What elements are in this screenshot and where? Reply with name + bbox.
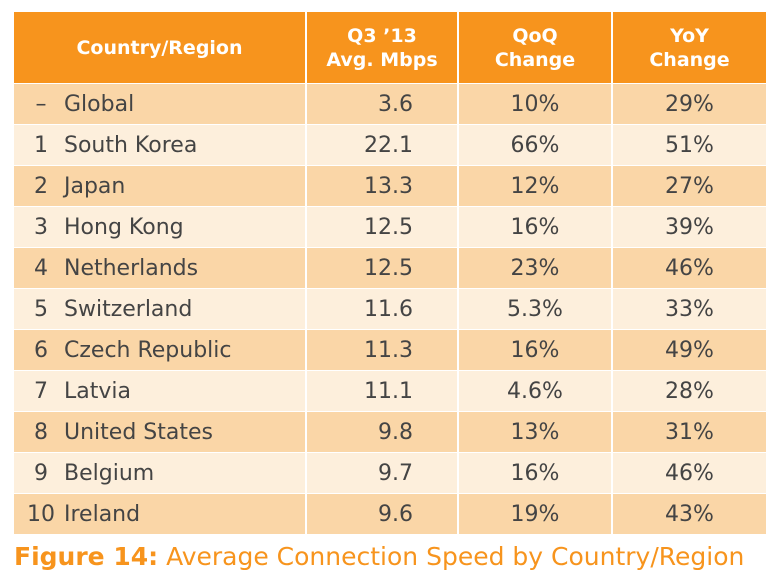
row-country: South Korea xyxy=(64,132,198,158)
header-qoq-line1: QoQ xyxy=(512,24,558,47)
cell-avg-speed: 12.5 xyxy=(305,247,458,289)
cell-qoq-change: 5.3% xyxy=(457,288,612,330)
cell-qoq-change: 66% xyxy=(457,124,612,166)
row-country: United States xyxy=(64,419,213,445)
table-row: 9 Belgium 9.7 16% 46% xyxy=(14,452,766,494)
cell-yoy-change: 33% xyxy=(611,288,766,330)
cell-yoy-change: 46% xyxy=(611,452,766,494)
header-qoq: QoQ Change xyxy=(457,12,612,84)
row-country: Ireland xyxy=(64,501,141,527)
table-row: 2 Japan 13.3 12% 27% xyxy=(14,165,766,207)
cell-country: 4 Netherlands xyxy=(14,247,306,289)
row-rank: 2 xyxy=(34,173,48,199)
cell-avg-speed: 11.6 xyxy=(305,288,458,330)
cell-yoy-change: 46% xyxy=(611,247,766,289)
header-country-label: Country/Region xyxy=(76,36,243,59)
row-country: Netherlands xyxy=(64,255,199,281)
row-rank: 5 xyxy=(34,296,48,322)
row-rank: – xyxy=(35,91,47,117)
header-speed-line2: Avg. Mbps xyxy=(326,48,438,71)
cell-qoq-change: 10% xyxy=(457,83,612,125)
row-country: Belgium xyxy=(64,460,155,486)
row-rank: 7 xyxy=(34,378,48,404)
cell-yoy-change: 27% xyxy=(611,165,766,207)
cell-qoq-change: 4.6% xyxy=(457,370,612,412)
cell-avg-speed: 11.1 xyxy=(305,370,458,412)
header-country: Country/Region xyxy=(14,12,306,84)
cell-qoq-change: 12% xyxy=(457,165,612,207)
row-rank: 3 xyxy=(34,214,48,240)
cell-qoq-change: 13% xyxy=(457,411,612,453)
row-rank: 8 xyxy=(34,419,48,445)
cell-avg-speed: 9.6 xyxy=(305,493,458,534)
cell-country: 7 Latvia xyxy=(14,370,306,412)
row-country: Hong Kong xyxy=(64,214,184,240)
header-yoy-line1: YoY xyxy=(670,24,709,47)
cell-avg-speed: 13.3 xyxy=(305,165,458,207)
cell-yoy-change: 31% xyxy=(611,411,766,453)
cell-yoy-change: 39% xyxy=(611,206,766,248)
cell-avg-speed: 22.1 xyxy=(305,124,458,166)
cell-qoq-change: 16% xyxy=(457,329,612,371)
cell-qoq-change: 16% xyxy=(457,206,612,248)
header-row: Country/Region Q3 ’13 Avg. Mbps QoQ Chan… xyxy=(14,12,766,84)
header-yoy: YoY Change xyxy=(611,12,766,84)
table-row: – Global 3.6 10% 29% xyxy=(14,83,766,125)
connection-speed-table: Country/Region Q3 ’13 Avg. Mbps QoQ Chan… xyxy=(14,12,766,534)
cell-avg-speed: 12.5 xyxy=(305,206,458,248)
cell-yoy-change: 28% xyxy=(611,370,766,412)
table-row: 10 Ireland 9.6 19% 43% xyxy=(14,493,766,534)
table-row: 5 Switzerland 11.6 5.3% 33% xyxy=(14,288,766,330)
cell-country: 2 Japan xyxy=(14,165,306,207)
table-row: 8 United States 9.8 13% 31% xyxy=(14,411,766,453)
cell-avg-speed: 9.8 xyxy=(305,411,458,453)
cell-yoy-change: 43% xyxy=(611,493,766,534)
row-rank: 4 xyxy=(34,255,48,281)
header-qoq-line2: Change xyxy=(494,48,576,71)
table-row: 6 Czech Republic 11.3 16% 49% xyxy=(14,329,766,371)
row-country: Czech Republic xyxy=(64,337,232,363)
header-speed-line1: Q3 ’13 xyxy=(347,24,417,47)
table-row: 3 Hong Kong 12.5 16% 39% xyxy=(14,206,766,248)
cell-country: 6 Czech Republic xyxy=(14,329,306,371)
cell-yoy-change: 51% xyxy=(611,124,766,166)
row-rank: 1 xyxy=(34,132,48,158)
cell-yoy-change: 49% xyxy=(611,329,766,371)
figure-caption-text: Average Connection Speed by Country/Regi… xyxy=(158,542,745,571)
cell-yoy-change: 29% xyxy=(611,83,766,125)
header-speed: Q3 ’13 Avg. Mbps xyxy=(305,12,458,84)
cell-country: 1 South Korea xyxy=(14,124,306,166)
cell-qoq-change: 16% xyxy=(457,452,612,494)
table-row: 7 Latvia 11.1 4.6% 28% xyxy=(14,370,766,412)
row-country: Global xyxy=(64,91,135,117)
table-row: 4 Netherlands 12.5 23% 46% xyxy=(14,247,766,289)
cell-avg-speed: 3.6 xyxy=(305,83,458,125)
cell-qoq-change: 23% xyxy=(457,247,612,289)
row-rank: 9 xyxy=(34,460,48,486)
cell-country: 8 United States xyxy=(14,411,306,453)
row-country: Latvia xyxy=(64,378,131,404)
figure-caption: Figure 14: Average Connection Speed by C… xyxy=(14,540,744,574)
row-country: Switzerland xyxy=(64,296,193,322)
cell-country: 9 Belgium xyxy=(14,452,306,494)
table-row: 1 South Korea 22.1 66% 51% xyxy=(14,124,766,166)
cell-country: 5 Switzerland xyxy=(14,288,306,330)
row-rank: 10 xyxy=(27,501,55,527)
cell-country: 10 Ireland xyxy=(14,493,306,534)
row-rank: 6 xyxy=(34,337,48,363)
table-header: Country/Region Q3 ’13 Avg. Mbps QoQ Chan… xyxy=(14,12,766,84)
figure-label: Figure 14: xyxy=(14,542,159,571)
cell-avg-speed: 11.3 xyxy=(305,329,458,371)
table-body: – Global 3.6 10% 29% 1 South Korea 22.1 66% 51% 2 J… xyxy=(14,83,766,534)
cell-avg-speed: 9.7 xyxy=(305,452,458,494)
row-country: Japan xyxy=(64,173,126,199)
cell-qoq-change: 19% xyxy=(457,493,612,534)
cell-country: 3 Hong Kong xyxy=(14,206,306,248)
header-yoy-line2: Change xyxy=(649,48,730,71)
cell-country: – Global xyxy=(14,83,306,125)
